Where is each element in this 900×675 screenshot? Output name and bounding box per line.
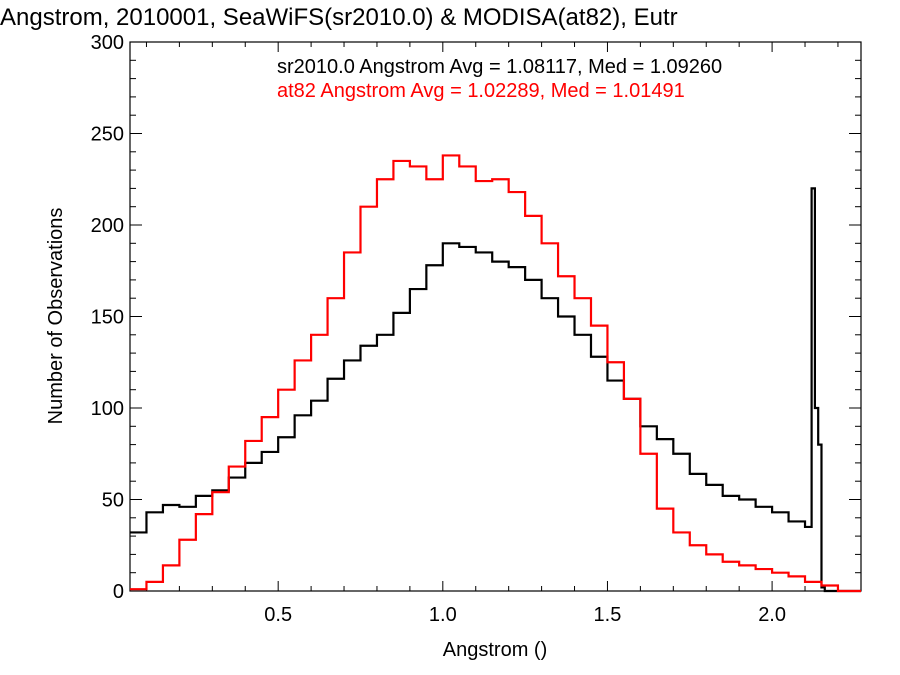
y-axis-label: Number of Observations — [45, 208, 67, 425]
y-tick-label: 300 — [91, 32, 124, 54]
x-tick-label: 1.0 — [429, 604, 457, 626]
series-sr2010-line — [130, 187, 861, 593]
x-tick-label: 0.5 — [264, 604, 292, 626]
x-axis-label: Angstrom () — [443, 639, 547, 661]
y-tick-label: 100 — [91, 398, 124, 420]
y-tick-label: 150 — [91, 307, 124, 329]
y-tick-label: 200 — [91, 215, 124, 237]
ticks-layer: 0.5 1.0 1.5 2.0 0 50 100 150 200 250 300 — [91, 32, 861, 626]
y-tick-label: 50 — [102, 490, 124, 512]
y-tick-label: 0 — [113, 581, 124, 603]
series-at82-line — [130, 154, 861, 593]
legend-entry-at82: at82 Angstrom Avg = 1.02289, Med = 1.014… — [277, 80, 685, 102]
series-layer — [130, 154, 861, 593]
y-tick-label: 250 — [91, 124, 124, 146]
legend-entry-sr2010: sr2010.0 Angstrom Avg = 1.08117, Med = 1… — [277, 56, 722, 78]
x-tick-label: 2.0 — [758, 604, 786, 626]
plot-frame — [129, 41, 862, 592]
x-tick-label: 1.5 — [594, 604, 622, 626]
chart-title: Angstrom, 2010001, SeaWiFS(sr2010.0) & M… — [0, 4, 678, 31]
